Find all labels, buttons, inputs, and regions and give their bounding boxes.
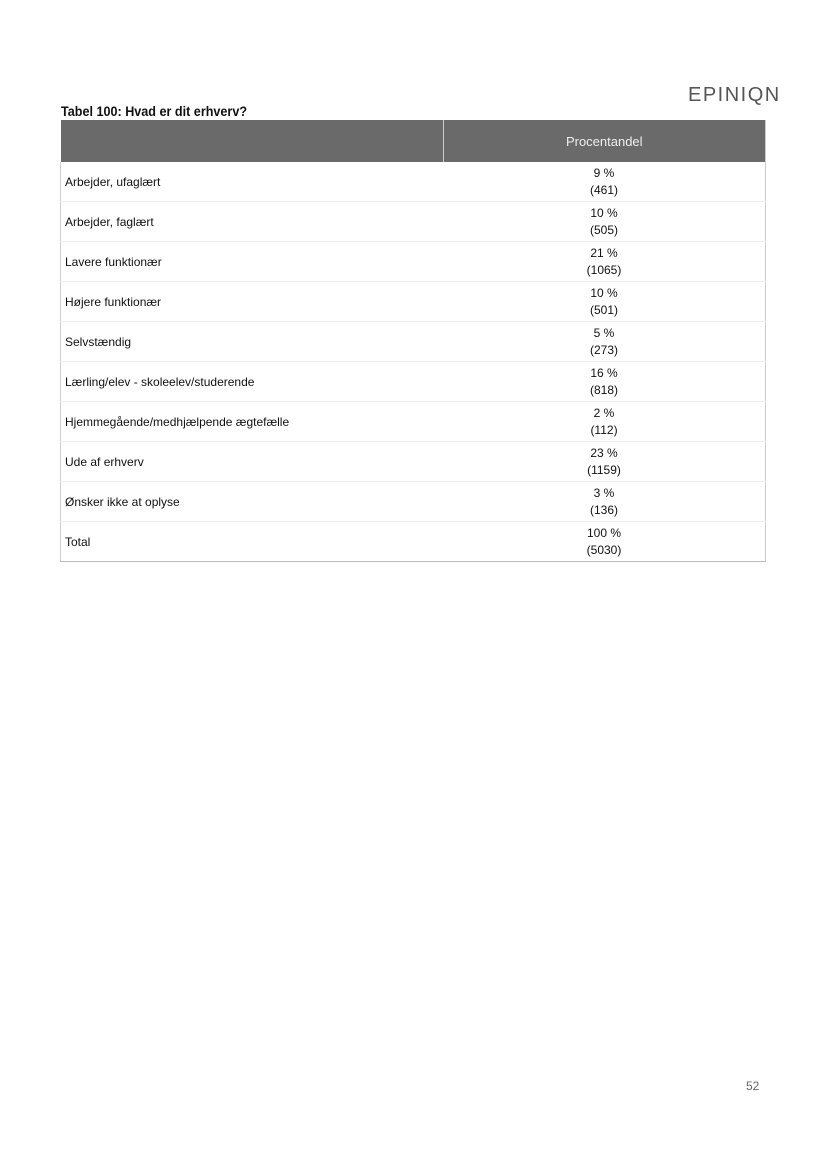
row-value: 10 % (505) [443,201,766,242]
row-count: (1065) [586,262,622,277]
table-row: Arbejder, faglært 10 % (505) [60,201,766,242]
table-title: Tabel 100: Hvad er dit erhverv? [61,103,248,119]
row-count: (501) [589,302,618,317]
table-row: Lavere funktionær 21 % (1065) [60,241,766,282]
row-percent: 23 % [590,445,618,460]
row-value: 5 % (273) [443,321,766,362]
row-percent: 100 % [586,525,622,540]
row-percent: 10 % [590,205,618,220]
row-value: 10 % (501) [443,281,766,322]
table-row: Lærling/elev - skoleelev/studerende 16 %… [60,361,766,402]
row-percent: 16 % [590,365,618,380]
row-percent: 9 % [593,165,615,180]
table-row: Ude af erhverv 23 % (1159) [60,441,766,482]
row-value: 3 % (136) [443,481,766,522]
epinion-logo: EPINIQN [688,84,781,106]
row-count: (1159) [587,462,621,477]
row-count: (112) [590,422,618,437]
table-row: Selvstændig 5 % (273) [60,321,766,362]
row-label: Arbejder, faglært [60,201,443,242]
row-count: (136) [589,502,618,517]
table-header-row: Procentandel [60,120,766,162]
row-percent: 21 % [590,245,618,260]
table-row: Højere funktionær 10 % (501) [60,281,766,322]
row-percent: 2 % [593,405,615,420]
header-label [60,120,444,162]
row-value: 100 % (5030) [443,521,766,562]
row-percent: 10 % [590,285,618,300]
row-percent: 3 % [593,485,615,500]
header-percentage: Procentandel [443,120,766,162]
table-row: Hjemmegående/medhjælpende ægtefælle 2 % (… [60,401,766,442]
row-label: Hjemmegående/medhjælpende ægtefælle [60,401,443,442]
row-count: (5030) [586,542,622,557]
page-number: 52 [746,1079,760,1093]
row-label: Total [60,521,443,562]
row-label: Lærling/elev - skoleelev/studerende [60,361,443,402]
table-row: Arbejder, ufaglært 9 % (461) [60,162,766,202]
row-value: 9 % (461) [443,162,766,202]
row-count: (818) [589,382,618,397]
row-percent: 5 % [593,325,615,340]
row-value: 21 % (1065) [443,241,766,282]
row-label: Ude af erhverv [60,441,443,482]
row-count: (461) [589,182,618,197]
row-label: Ønsker ikke at oplyse [60,481,443,522]
row-value: 23 % (1159) [443,441,766,482]
data-table: Procentandel Arbejder, ufaglært 9 % (461)… [60,120,766,562]
table-row: Ønsker ikke at oplyse 3 % (136) [60,481,766,522]
row-label: Arbejder, ufaglært [60,162,443,202]
row-label: Selvstændig [60,321,443,362]
row-value: 2 % (112) [443,401,766,442]
table-row: Total 100 % (5030) [60,521,766,562]
row-value: 16 % (818) [443,361,766,402]
row-label: Højere funktionær [60,281,443,322]
row-label: Lavere funktionær [60,241,443,282]
row-count: (273) [589,342,618,357]
row-count: (505) [589,222,618,237]
